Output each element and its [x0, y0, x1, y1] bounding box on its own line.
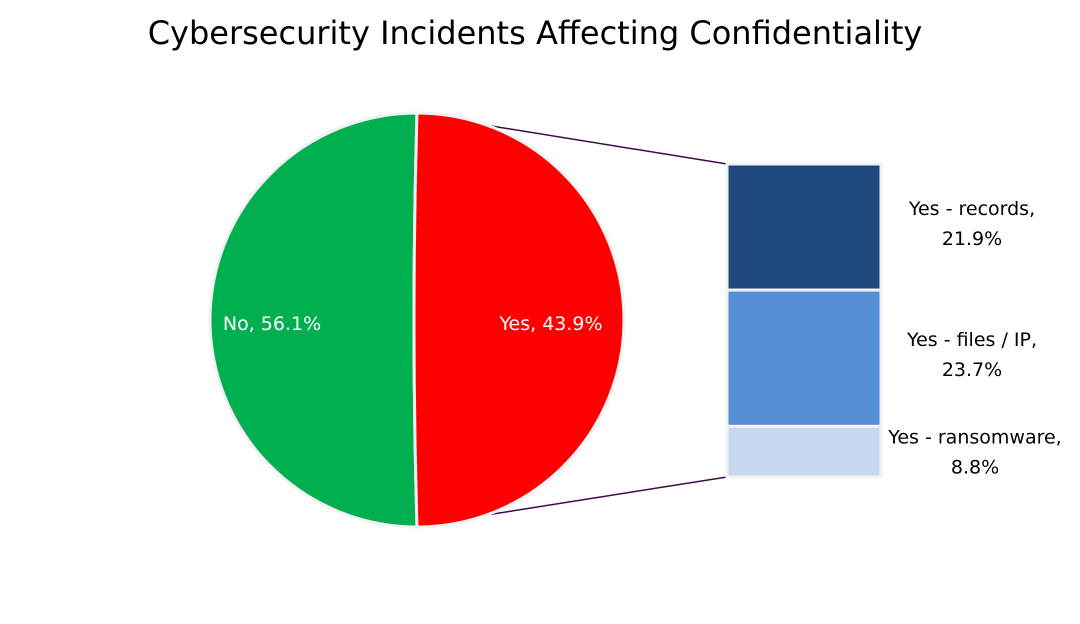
bar-segment-yes-records	[725, 162, 883, 292]
bar-value-label: 23.7%	[942, 359, 1002, 381]
bar-label: Yes - records,	[908, 198, 1035, 220]
bar-label: Yes - ransomware,	[887, 427, 1061, 449]
pie-slice-yes	[412, 111, 626, 529]
bar-value-label: 21.9%	[942, 228, 1002, 250]
chart-title: Cybersecurity Incidents Affecting Confid…	[148, 14, 923, 52]
bar-segment-yes-ransomware	[725, 424, 883, 479]
bar-label: Yes - files / IP,	[906, 329, 1037, 351]
pie-label-yes: Yes, 43.9%	[498, 313, 602, 335]
pie-label-no: No, 56.1%	[223, 313, 321, 335]
bar-value-label: 8.8%	[951, 457, 999, 479]
bar-segment-yes-files-ip	[725, 288, 883, 428]
